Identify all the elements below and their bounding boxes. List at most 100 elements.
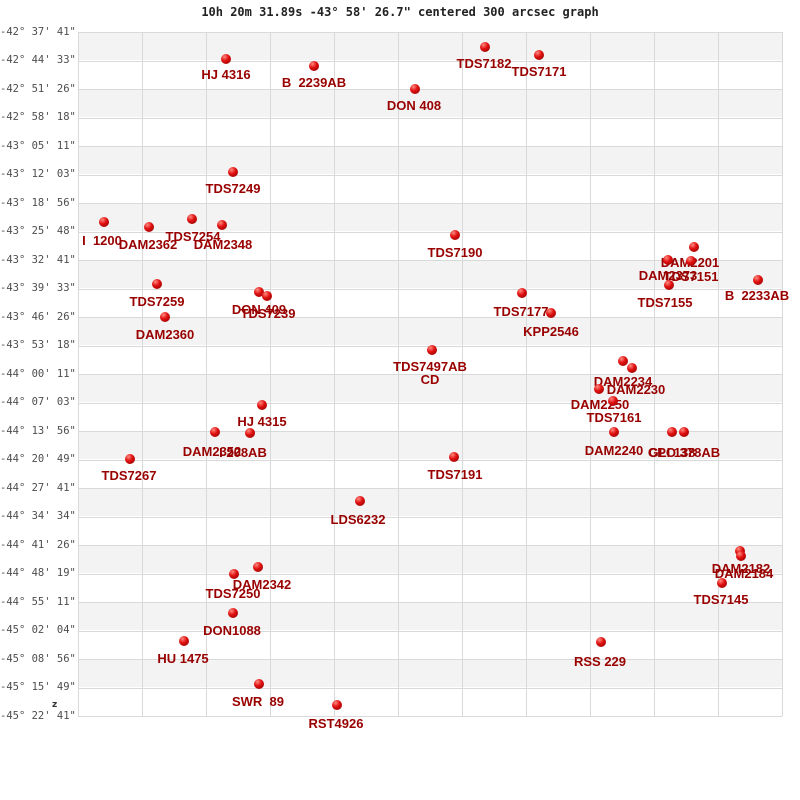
star-label: DAM2240 <box>584 443 644 458</box>
star-point <box>355 496 365 506</box>
compass-z-glyph: z <box>52 700 58 710</box>
chart-title: 10h 20m 31.89s -43° 58' 26.7" centered 3… <box>201 5 599 19</box>
row-band <box>78 601 782 630</box>
star-label: DAM2360 <box>135 327 195 342</box>
star-point <box>125 454 135 464</box>
star-label: TDS7171 <box>511 64 567 79</box>
star-label: I 1200 <box>82 233 122 248</box>
star-label: LDS6232 <box>330 512 386 527</box>
star-point <box>667 427 677 437</box>
gridline-horizontal <box>78 601 782 603</box>
dec-tick-label: -44° 41' 26" <box>0 538 76 551</box>
star-label: HJ 4315 <box>237 414 287 429</box>
gridline-horizontal <box>78 544 782 546</box>
star-label-line2: CD <box>420 372 440 387</box>
plot-area: HJ 4316 B 2239AB TDS7182 TDS7171 DON 408 TDS7… <box>78 31 789 730</box>
star-label: DON 409 <box>231 302 287 317</box>
star-point <box>717 578 727 588</box>
gridline-horizontal <box>78 402 782 404</box>
star-point <box>480 42 490 52</box>
row-band <box>78 88 782 117</box>
star-point <box>609 427 619 437</box>
row-band <box>78 202 782 231</box>
row-band <box>78 658 782 687</box>
gridline-horizontal <box>78 117 782 119</box>
gridline-vertical <box>142 31 143 716</box>
dec-tick-label: -42° 58' 18" <box>0 111 76 123</box>
gridline-horizontal <box>78 630 782 632</box>
dec-tick-label: -43° 18' 56" <box>0 196 76 209</box>
star-point <box>679 427 689 437</box>
dec-tick-label: -43° 12' 03" <box>0 168 76 180</box>
gridline-horizontal <box>78 259 782 261</box>
star-label: DAM2362 <box>118 237 178 252</box>
star-point <box>689 242 699 252</box>
row-band <box>78 145 782 174</box>
dec-tick-label: -42° 37' 41" <box>0 25 76 38</box>
star-point <box>144 222 154 232</box>
gridline-horizontal <box>78 202 782 204</box>
gridline-horizontal <box>78 145 782 147</box>
star-point <box>257 400 267 410</box>
star-label: DAM2348 <box>193 237 253 252</box>
star-label: DAM2230 <box>606 382 666 397</box>
star-point <box>254 287 264 297</box>
dec-tick-label: -43° 05' 11" <box>0 139 76 152</box>
row-band <box>78 373 782 402</box>
star-label: B 2239AB <box>281 75 347 90</box>
star-label: HJ 4316 <box>201 67 251 82</box>
star-point <box>410 84 420 94</box>
star-point <box>427 345 437 355</box>
star-label: TDS7161 <box>586 410 642 425</box>
dec-tick-label: -45° 02' 04" <box>0 624 76 636</box>
star-label: TDS7254 <box>165 229 221 244</box>
star-label: B 2233AB <box>724 288 790 303</box>
gridline-vertical <box>206 31 207 716</box>
star-label: DON1088 <box>203 623 261 638</box>
star-label: TDS7151 <box>663 269 719 284</box>
gridline-vertical <box>398 31 399 716</box>
gridline-vertical <box>782 31 783 716</box>
gridline-vertical <box>78 31 79 716</box>
dec-tick-label: -42° 44' 33" <box>0 54 76 66</box>
star-label: DAM2182 <box>711 561 771 576</box>
dec-tick-label: -42° 51' 26" <box>0 82 76 95</box>
dec-tick-label: -43° 53' 18" <box>0 339 76 351</box>
star-label: TDS7267 <box>101 468 157 483</box>
gridline-vertical <box>526 31 527 716</box>
dec-tick-label: -44° 13' 56" <box>0 424 76 437</box>
dec-tick-label: -43° 39' 33" <box>0 282 76 294</box>
gridline-horizontal <box>78 288 782 290</box>
star-point <box>596 637 606 647</box>
gridline-horizontal <box>78 715 782 717</box>
gridline-horizontal <box>78 231 782 233</box>
star-point <box>449 452 459 462</box>
gridline-horizontal <box>78 430 782 432</box>
star-label: DAM2352 <box>182 444 242 459</box>
gridline-horizontal <box>78 60 782 62</box>
star-label: KPP2546 <box>523 324 579 339</box>
star-label: TDS7190 <box>427 245 483 260</box>
star-point <box>253 562 263 572</box>
star-point <box>210 427 220 437</box>
row-band <box>78 487 782 516</box>
star-point <box>229 569 239 579</box>
star-label: DAM2184 <box>714 566 774 581</box>
star-point <box>517 288 527 298</box>
dec-tick-label: -44° 48' 19" <box>0 567 76 579</box>
star-label: DAM2234 <box>593 374 653 389</box>
gridline-horizontal <box>78 373 782 375</box>
star-label: DAM2373 <box>638 268 698 283</box>
star-label: TDS7145 <box>693 592 749 607</box>
star-label: TDS7249 <box>205 181 261 196</box>
star-point <box>534 50 544 60</box>
star-point <box>753 275 763 285</box>
gridline-horizontal <box>78 573 782 575</box>
gridline-vertical <box>590 31 591 716</box>
star-point <box>221 54 231 64</box>
gridline-horizontal <box>78 459 782 461</box>
star-point <box>608 396 618 406</box>
dec-tick-label: -44° 27' 41" <box>0 481 76 494</box>
row-band <box>78 430 782 459</box>
